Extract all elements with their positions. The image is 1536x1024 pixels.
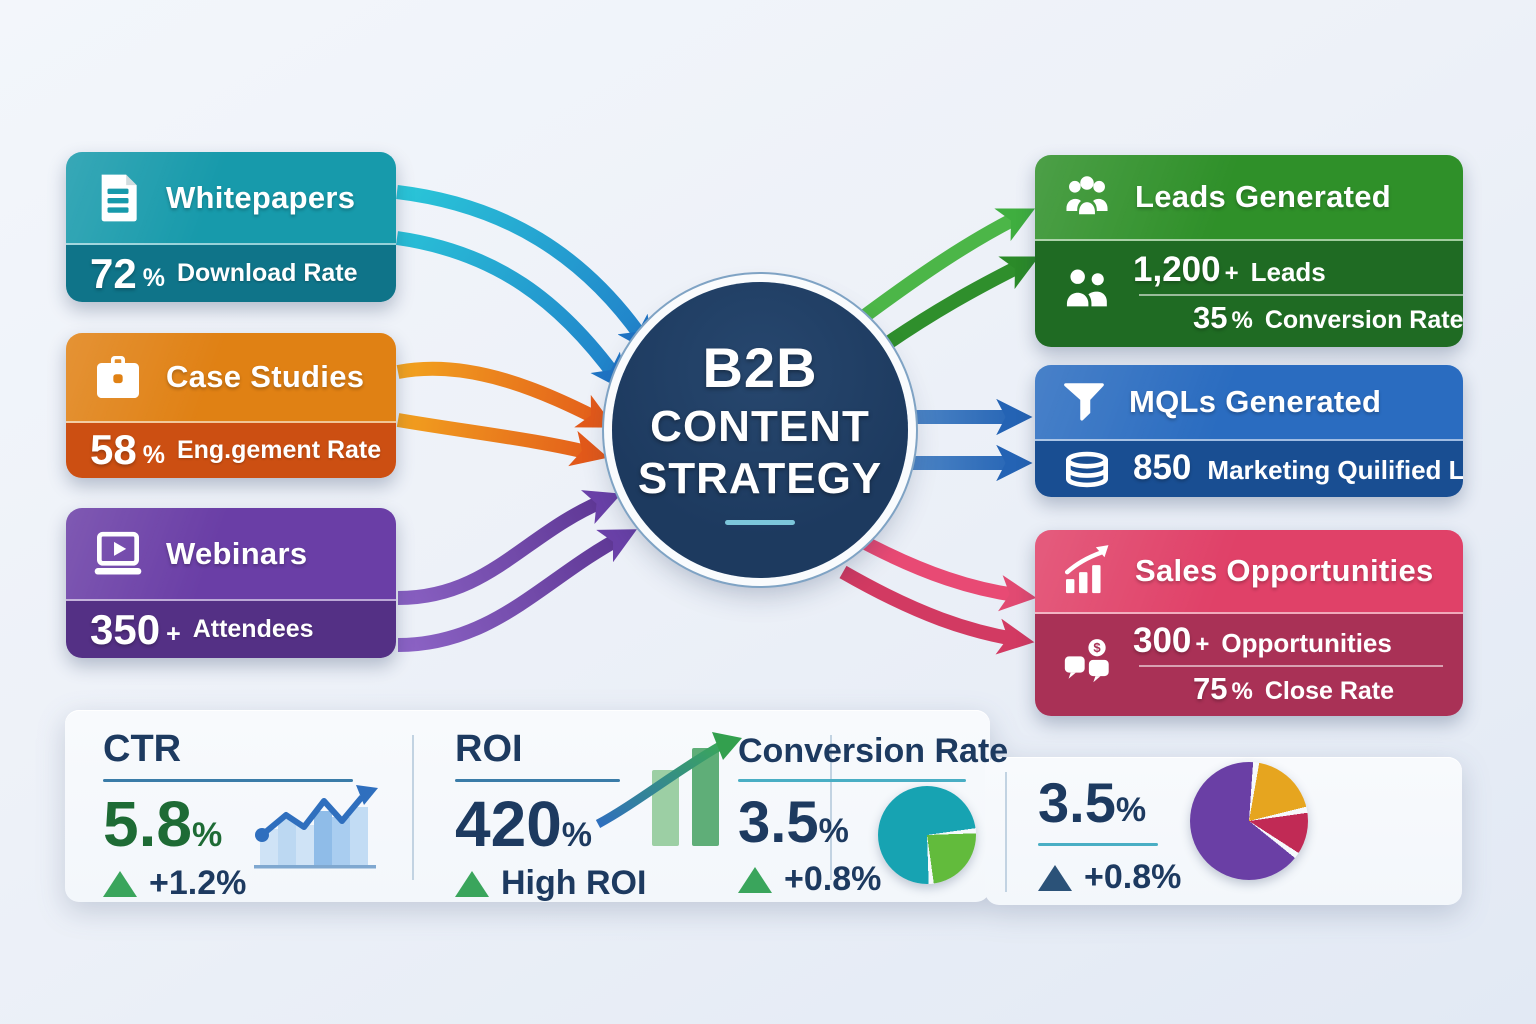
hub-title-line1: B2B [702, 336, 818, 399]
two-people-icon [1059, 262, 1115, 324]
metric-title: Conversion Rate [738, 732, 1009, 770]
card-title: Sales Opportunities [1135, 553, 1434, 588]
funnel-icon [1059, 377, 1109, 427]
metric-delta: High ROI [501, 864, 647, 902]
hub-underline [725, 520, 795, 525]
conversion-pie-chart [878, 786, 976, 884]
card-whitepapers: Whitepapers 72% Download Rate [66, 152, 396, 302]
metric-value: 3.5 [1038, 771, 1116, 834]
arrow-webinars-to-center [397, 490, 637, 652]
laptop-play-icon [90, 526, 146, 582]
briefcase-icon [90, 349, 146, 405]
metric-title: ROI [455, 728, 523, 770]
up-triangle-icon [1038, 864, 1072, 891]
hub-title-line3: STRATEGY [637, 454, 883, 503]
stat-row: 35% Conversion Rate [1193, 300, 1463, 335]
card-sales-opportunities: Sales Opportunities $ 300 + Opportunities… [1035, 530, 1463, 716]
metric-title: CTR [103, 728, 182, 770]
card-leads-generated: Leads Generated 1,200 + Leads 35% Convers… [1035, 155, 1463, 347]
metric-delta: +0.8% [784, 860, 882, 898]
arrow-center-to-sales [839, 531, 1037, 655]
stat-label: Attendees [192, 615, 314, 643]
title-underline [455, 779, 620, 782]
stat-row: 75% Close Rate [1193, 671, 1395, 706]
panel-divider [412, 735, 414, 880]
secondary-pie-chart [1190, 762, 1308, 880]
stat-label: Download Rate [176, 259, 358, 287]
card-title: Whitepapers [166, 179, 356, 215]
line-chart-icon [248, 775, 383, 880]
coins-icon [1059, 445, 1115, 491]
bars-arrow-icon [590, 728, 750, 863]
metric-ctr: CTR 5.8 % +1.2% [103, 728, 393, 903]
up-triangle-icon [738, 866, 772, 893]
arrow-whitepapers-to-center [396, 185, 654, 392]
svg-text:$: $ [1093, 640, 1101, 655]
stat-row: 1,200 + Leads [1133, 250, 1326, 289]
stat-label: Eng.gement Rate [176, 435, 382, 464]
metric-roi: ROI 420 % High ROI [455, 728, 735, 903]
panel-divider [830, 735, 832, 880]
people-group-icon [1059, 169, 1115, 225]
stat-row: 300 + Opportunities [1133, 621, 1392, 660]
card-case-studies: Case Studies 58% Eng.gement Rate [66, 333, 396, 478]
card-webinars: Webinars 350 + Attendees [66, 508, 396, 658]
center-hub: B2B CONTENT STRATEGY [612, 282, 908, 578]
metric-delta: +0.8% [1084, 858, 1182, 896]
card-title: MQLs Generated [1129, 384, 1382, 419]
card-title: Case Studies [166, 358, 365, 394]
metric-conversion-rate: Conversion Rate 3.5 % +0.8% [738, 732, 1009, 898]
arrow-center-to-leads [857, 208, 1040, 358]
bar-growth-arrow-icon [1059, 543, 1115, 599]
hub-title-line2: CONTENT [650, 402, 870, 451]
stat-value: 350 [90, 605, 161, 653]
row-divider [1139, 665, 1443, 667]
title-underline [738, 779, 966, 782]
card-title: Leads Generated [1135, 179, 1392, 214]
card-mqls-generated: MQLs Generated 850 Marketing Quilified L… [1035, 365, 1463, 497]
panel-divider [1005, 772, 1007, 892]
stat-value: 58 [90, 426, 137, 474]
metric-value: 3.5 [738, 790, 819, 855]
up-triangle-icon [103, 870, 137, 897]
metrics-panel-left [65, 710, 990, 902]
metric-value: 5.8 [103, 788, 192, 860]
row-divider [1139, 294, 1463, 296]
metric-secondary-rate: 3.5 % +0.8% [1038, 771, 1182, 896]
document-icon [90, 170, 146, 226]
arrow-center-to-mqls [906, 398, 1033, 482]
chat-dollar-icon: $ [1059, 633, 1115, 695]
metric-delta: +1.2% [149, 864, 247, 902]
card-title: Webinars [166, 535, 308, 571]
stat-value: 72 [90, 249, 137, 297]
stat-row: 850 Marketing Quilified Leads [1133, 448, 1463, 487]
up-triangle-icon [455, 870, 489, 897]
arrow-case-studies-to-center [396, 361, 615, 467]
metric-value: 420 [455, 788, 562, 860]
title-underline [103, 779, 353, 782]
value-underline [1038, 843, 1158, 846]
